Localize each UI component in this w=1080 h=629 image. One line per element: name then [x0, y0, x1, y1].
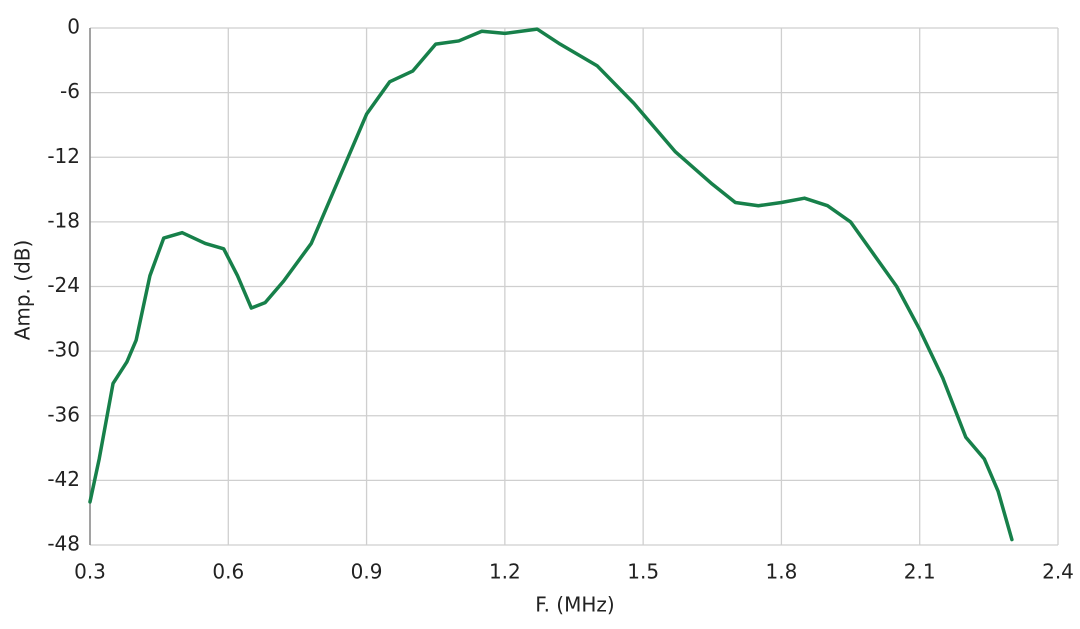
y-axis-label: Amp. (dB) [11, 240, 35, 341]
line-series [88, 27, 1014, 542]
y-tick-label: 0 [67, 15, 80, 39]
x-tick-label: 1.5 [627, 560, 659, 584]
x-tick-label: 2.4 [1042, 560, 1074, 584]
y-tick-label: -18 [47, 208, 80, 232]
y-tick-label: -24 [47, 273, 80, 297]
y-tick-label: -30 [47, 338, 80, 362]
y-tick-label: -12 [47, 144, 80, 168]
y-tick-label: -6 [60, 79, 80, 103]
x-tick-label: 1.8 [766, 560, 798, 584]
x-axis-label: F. (MHz) [535, 593, 614, 617]
x-tick-label: 2.1 [904, 560, 936, 584]
x-tick-label: 1.2 [489, 560, 521, 584]
x-tick-label: 0.9 [351, 560, 383, 584]
x-tick-label: 0.3 [74, 560, 106, 584]
x-tick-label: 0.6 [212, 560, 244, 584]
y-tick-label: -36 [47, 402, 80, 426]
y-tick-label: -42 [47, 467, 80, 491]
y-tick-label: -48 [47, 532, 80, 556]
